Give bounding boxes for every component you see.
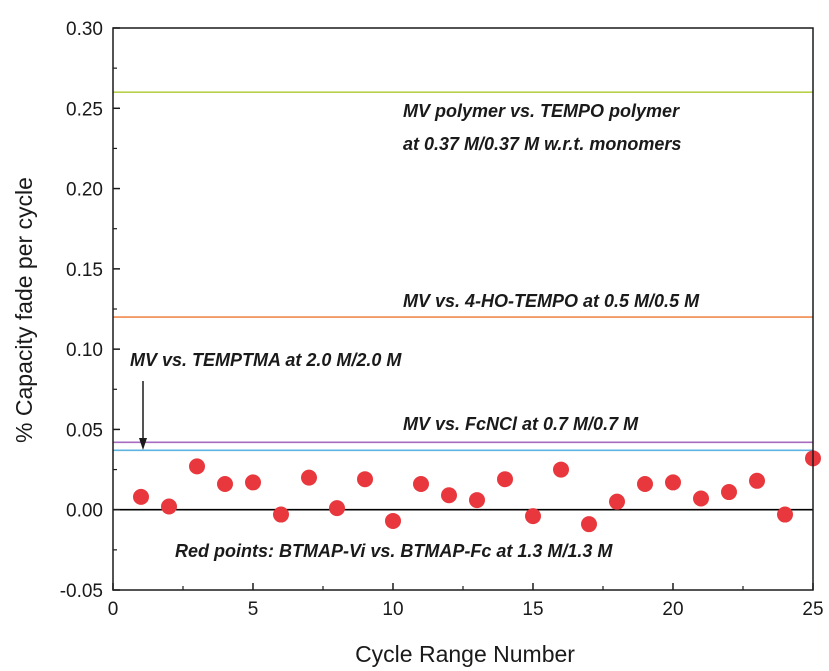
annotation-temptma: MV vs. TEMPTMA at 2.0 M/2.0 M (130, 350, 402, 370)
data-point-1 (133, 488, 149, 505)
annotation-btmap-series: Red points: BTMAP-Vi vs. BTMAP-Fc at 1.3… (175, 541, 613, 561)
y-tick-label: 0.25 (66, 99, 103, 120)
x-tick-label: 10 (382, 599, 403, 620)
data-point-21 (693, 490, 709, 507)
annotation-fcncl: MV vs. FcNCl at 0.7 M/0.7 M (403, 414, 639, 434)
data-point-19 (637, 476, 653, 493)
data-point-18 (609, 493, 625, 510)
data-point-13 (469, 492, 485, 509)
plot-frame (112, 27, 814, 591)
y-tick-label: 0.15 (66, 260, 103, 281)
data-point-15 (525, 508, 541, 525)
data-point-16 (553, 461, 569, 478)
axis-ticks: 0 5 10 15 20 25 -0.05 0.00 0.05 0.10 0.15 0.20 0.25 0… (60, 19, 824, 620)
data-point-14 (497, 471, 513, 488)
y-tick-label: 0.05 (66, 420, 103, 441)
temptma-arrow (139, 381, 147, 450)
annotation-mv-polymer-line1: MV polymer vs. TEMPO polymer (403, 101, 680, 121)
y-tick-label: 0.00 (66, 501, 103, 522)
annotation-mv-polymer-line2: at 0.37 M/0.37 M w.r.t. monomers (403, 134, 681, 154)
data-point-11 (413, 476, 429, 493)
data-point-22 (721, 484, 737, 501)
y-axis-title: % Capacity fade per cycle (11, 177, 37, 443)
data-point-4 (217, 476, 233, 493)
reference-lines (113, 91, 813, 511)
data-point-2 (161, 498, 177, 515)
data-points (133, 450, 821, 533)
annotation-4-ho-tempo: MV vs. 4-HO-TEMPO at 0.5 M/0.5 M (403, 291, 700, 311)
data-point-3 (189, 458, 205, 475)
data-point-10 (385, 512, 401, 529)
data-point-8 (329, 500, 345, 517)
data-point-5 (245, 474, 261, 491)
data-point-7 (301, 469, 317, 486)
data-point-9 (357, 471, 373, 488)
data-point-24 (777, 506, 793, 523)
data-point-12 (441, 487, 457, 504)
data-point-17 (581, 516, 597, 533)
x-axis-title: Cycle Range Number (355, 641, 575, 667)
y-tick-label: 0.10 (66, 340, 103, 361)
y-tick-label: 0.20 (66, 180, 103, 201)
x-tick-label: 25 (802, 599, 823, 620)
data-point-20 (665, 474, 681, 491)
y-tick-label: -0.05 (60, 581, 103, 602)
data-point-6 (273, 506, 289, 523)
x-tick-label: 5 (248, 599, 259, 620)
x-tick-label: 15 (522, 599, 543, 620)
data-point-23 (749, 472, 765, 489)
x-tick-label: 0 (108, 599, 119, 620)
y-tick-label: 0.30 (66, 19, 103, 40)
x-tick-label: 20 (662, 599, 683, 620)
